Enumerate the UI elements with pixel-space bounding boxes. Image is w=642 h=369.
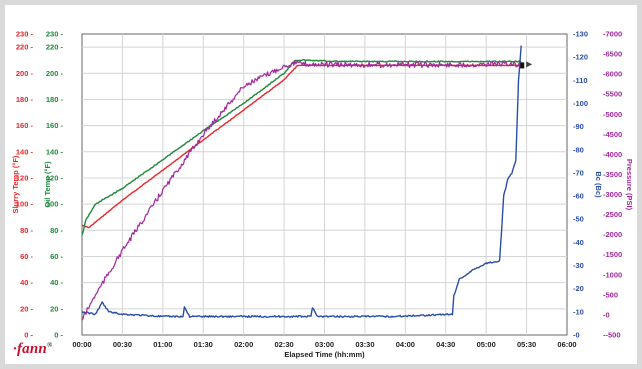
pressure-tick-label: -500 [603, 290, 618, 299]
bc-tick-label: -100 [573, 99, 588, 108]
x-tick-label: 03:30 [355, 340, 374, 349]
x-tick-label: 01:30 [194, 340, 213, 349]
x-tick-label: 00:00 [72, 340, 91, 349]
fann-logo: ·fann® [13, 341, 53, 357]
oil-tick-label: 60 - [50, 252, 63, 261]
pressure-tick-label: -0 [603, 310, 610, 319]
pressure-tick-label: -3500 [603, 170, 622, 179]
pressure-tick-label: -2500 [603, 210, 622, 219]
x-axis-title: Elapsed Time (hh:mm) [284, 350, 365, 359]
bc-tick-label: -0 [573, 331, 580, 340]
bc-tick-label: -60 [573, 192, 584, 201]
slurry-tick-label: 40 - [20, 278, 33, 287]
x-tick-label: 01:00 [153, 340, 172, 349]
bc-axis-title: Bc (Bc) [594, 171, 603, 198]
oil-tick-label: 20 - [50, 304, 63, 313]
slurry-tick-label: 140 - [16, 147, 34, 156]
oil-tick-label: 180 - [46, 95, 64, 104]
pressure-axis-title: Pressure (PSI) [625, 159, 634, 211]
x-tick-label: 04:30 [436, 340, 455, 349]
oil-tick-label: 80 - [50, 226, 63, 235]
slurry-tick-label: 100 - [16, 200, 34, 209]
slurry-tick-label: 160 - [16, 121, 34, 130]
pressure-tick-label: -1000 [603, 270, 622, 279]
oil-tick-label: 200 - [46, 69, 64, 78]
series-line-pressure [82, 60, 522, 321]
logo-text: fann [16, 341, 47, 357]
bc-tick-label: -10 [573, 307, 584, 316]
slurry-tick-label: 60 - [20, 252, 33, 261]
x-tick-label: 02:30 [274, 340, 293, 349]
series-line-oil-temp [82, 59, 522, 236]
pressure-tick-label: -5500 [603, 90, 622, 99]
series-line-bc [82, 45, 522, 318]
slurry-tick-label: 230 - [16, 30, 34, 39]
slurry-tick-label: 120 - [16, 173, 34, 182]
x-tick-label: 05:30 [517, 340, 536, 349]
bc-tick-label: -130 [573, 30, 588, 39]
pressure-tick-label: -1500 [603, 250, 622, 259]
bc-tick-label: -80 [573, 145, 584, 154]
pressure-tick-label: -4000 [603, 150, 622, 159]
x-tick-label: 05:00 [477, 340, 496, 349]
bc-tick-label: -70 [573, 168, 584, 177]
slurry-tick-label: 220 - [16, 43, 34, 52]
bc-tick-label: -50 [573, 215, 584, 224]
pressure-tick-label: -5000 [603, 110, 622, 119]
bc-tick-label: -20 [573, 284, 584, 293]
pressure-tick-label: -6500 [603, 50, 622, 59]
oil-tick-label: 100 - [46, 200, 64, 209]
chart: 00:00 00:30 01:00 01:30 02:00 02:30 03:00 03:30… [11, 30, 634, 360]
end-flag-icon [526, 61, 533, 68]
slurry-tick-label: 20 - [20, 304, 33, 313]
pressure-tick-label: --500 [603, 331, 621, 340]
oil-tick-label: 230 - [46, 30, 64, 39]
slurry-tick-label: 0 - [24, 331, 33, 340]
bc-tick-label: -120 [573, 53, 588, 62]
x-tick-label: 03:00 [315, 340, 334, 349]
oil-tick-label: 140 - [46, 147, 64, 156]
end-marker-icon [520, 62, 525, 69]
logo-mark: ® [46, 341, 53, 349]
x-tick-label: 02:00 [234, 340, 253, 349]
slurry-tick-label: 80 - [20, 226, 33, 235]
pressure-tick-label: -3000 [603, 190, 622, 199]
pressure-tick-label: -6000 [603, 70, 622, 79]
pressure-tick-label: -2000 [603, 230, 622, 239]
x-tick-label: 00:30 [113, 340, 132, 349]
oil-tick-label: 40 - [50, 278, 63, 287]
oil-tick-label: 0 - [54, 331, 63, 340]
chart-panel: 00:00 00:30 01:00 01:30 02:00 02:30 03:00 03:30… [5, 5, 637, 364]
bc-tick-label: -30 [573, 261, 584, 270]
slurry-tick-label: 180 - [16, 95, 34, 104]
oil-tick-label: 160 - [46, 121, 64, 130]
oil-tick-label: 220 - [46, 43, 64, 52]
x-tick-label: 06:00 [557, 340, 576, 349]
oil-tick-label: 120 - [46, 173, 64, 182]
slurry-axis-title: Slurry Temp (°F) [11, 155, 20, 213]
pressure-tick-label: -4500 [603, 130, 622, 139]
slurry-tick-label: 200 - [16, 69, 34, 78]
bc-tick-label: -90 [573, 122, 584, 131]
bc-tick-label: -110 [573, 76, 588, 85]
oil-axis-title: Oil Temp (°F) [43, 161, 52, 208]
bc-tick-label: -40 [573, 238, 584, 247]
x-tick-label: 04:00 [396, 340, 415, 349]
pressure-tick-label: -7000 [603, 30, 622, 39]
